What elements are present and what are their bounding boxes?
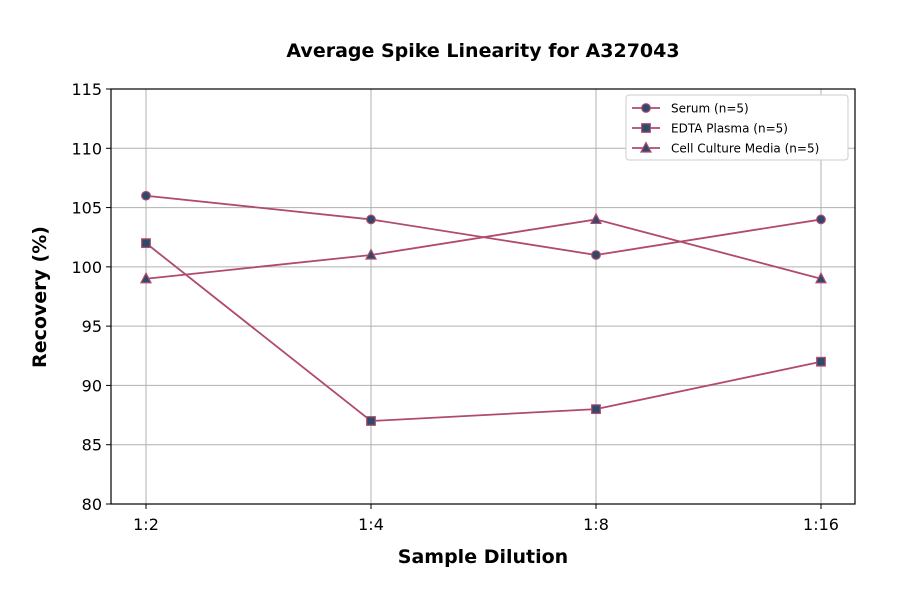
data-point xyxy=(141,190,151,201)
legend-entry: EDTA Plasma (n=5) xyxy=(632,122,788,136)
y-axis-ticks: 80 85 90 95 100 105 110 115 xyxy=(71,80,111,514)
data-point xyxy=(590,212,602,225)
data-point xyxy=(140,271,152,284)
data-point xyxy=(591,404,601,415)
series-1 xyxy=(141,190,826,260)
y-tick-label: 85 xyxy=(82,436,102,455)
y-tick-label: 115 xyxy=(71,80,102,99)
x-tick-label: 1:2 xyxy=(133,515,159,534)
y-tick-label: 90 xyxy=(82,376,102,395)
data-point xyxy=(366,214,376,225)
x-axis-ticks: 1:2 1:4 1:8 1:16 xyxy=(133,504,839,534)
x-tick-label: 1:16 xyxy=(803,515,839,534)
legend: Serum (n=5) EDTA Plasma (n=5) Cell Culture… xyxy=(625,94,849,161)
data-point xyxy=(816,356,826,367)
series-line xyxy=(145,218,822,280)
series-2 xyxy=(141,238,826,426)
legend-entry: Serum (n=5) xyxy=(632,102,749,116)
x-tick-label: 1:4 xyxy=(358,515,384,534)
data-point xyxy=(815,271,827,284)
series-line xyxy=(145,242,822,422)
legend-marker xyxy=(641,103,651,113)
series-line xyxy=(145,194,822,256)
data-point xyxy=(816,214,826,225)
y-tick-label: 80 xyxy=(82,495,102,514)
x-tick-label: 1:8 xyxy=(583,515,609,534)
x-axis-label: Sample Dilution xyxy=(398,546,568,568)
legend-label: Serum (n=5) xyxy=(671,102,749,116)
data-point xyxy=(141,238,151,249)
series-layer xyxy=(140,190,827,426)
legend-label: Cell Culture Media (n=5) xyxy=(671,142,819,156)
y-tick-label: 110 xyxy=(71,139,102,158)
y-tick-label: 100 xyxy=(71,258,102,277)
y-axis-label: Recovery (%) xyxy=(29,226,51,368)
y-tick-label: 105 xyxy=(71,199,102,218)
legend-marker xyxy=(640,141,652,153)
data-point xyxy=(591,250,601,260)
series-3 xyxy=(140,212,827,284)
data-point xyxy=(366,416,376,426)
legend-marker xyxy=(641,123,651,133)
legend-box xyxy=(625,94,849,161)
data-point xyxy=(365,248,377,260)
plot-frame xyxy=(110,88,856,505)
legend-entry: Cell Culture Media (n=5) xyxy=(632,141,819,156)
chart-title: Average Spike Linearity for A327043 xyxy=(286,40,679,62)
y-tick-label: 95 xyxy=(82,317,102,336)
legend-label: EDTA Plasma (n=5) xyxy=(671,122,788,136)
